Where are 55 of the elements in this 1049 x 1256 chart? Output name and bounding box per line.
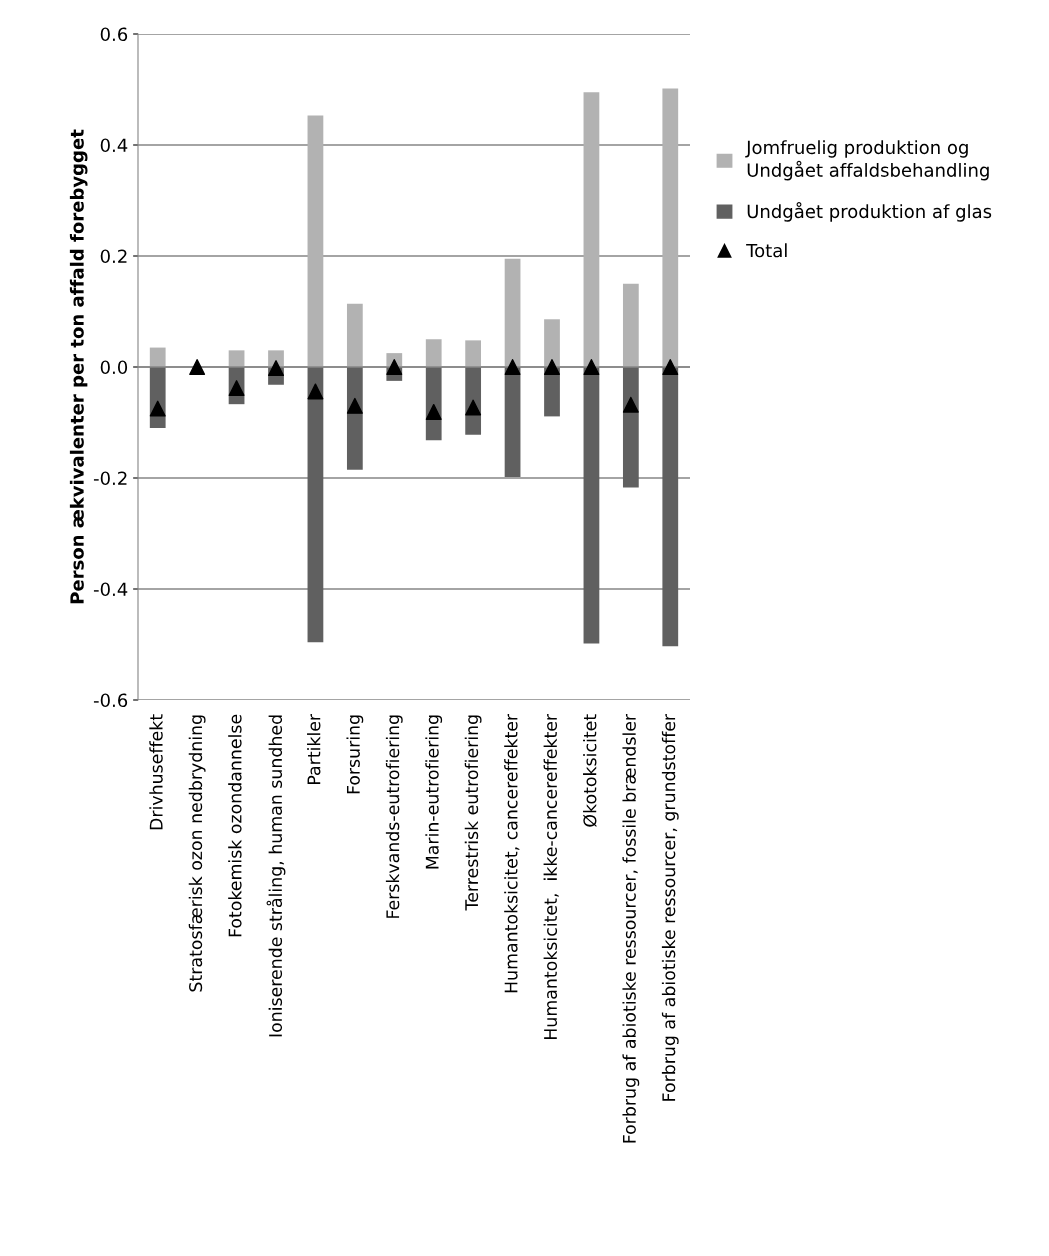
point (268, 360, 284, 377)
x-tick-label: Drivhuseffekt (149, 714, 163, 830)
y-tick-label: 0.6 (100, 27, 128, 42)
legend-label: Jomfruelig produktion og Undgået affaldsbehandling (745, 140, 989, 181)
bar (583, 367, 600, 644)
y-tick-label: -0.4 (93, 582, 128, 597)
point (346, 397, 363, 414)
x-tick-label: Fotokemisk ozondannelse (228, 714, 242, 937)
bar (346, 303, 363, 367)
point (149, 400, 166, 417)
x-tick-label: Humantoksicitet, cancereffekter (504, 713, 520, 993)
point (504, 359, 521, 375)
bar (149, 347, 166, 367)
y-tick-label: 0.0 (100, 360, 128, 375)
x-tick-label: Terrestrisk eutrofiering (464, 715, 482, 911)
point (544, 359, 560, 375)
bar (346, 367, 363, 470)
bar (583, 92, 600, 367)
bar (622, 367, 639, 488)
bar (662, 88, 679, 367)
point (622, 396, 639, 413)
point (386, 359, 403, 375)
x-tick-label: Marin-eutrofiering (425, 715, 443, 869)
bar (307, 115, 324, 367)
bar (504, 258, 521, 367)
y-tick-label: 0.4 (100, 138, 128, 153)
bar (228, 350, 245, 367)
x-tick-label: Ferskvands-eutrofiering (385, 715, 403, 918)
point (307, 383, 324, 400)
point (465, 399, 482, 416)
bar (307, 367, 324, 643)
bar (465, 340, 482, 367)
point (228, 380, 245, 397)
bar (544, 319, 560, 367)
legend-label: Total (746, 243, 787, 258)
point (425, 403, 442, 420)
y-tick-label: -0.6 (93, 693, 128, 708)
x-tick-label: Ioniserende stråling, human sundhed (266, 715, 286, 1037)
bar (662, 367, 679, 647)
bar (425, 339, 442, 367)
x-tick-label: Økotoksicitet (583, 714, 597, 827)
x-tick-label: Partikler (307, 713, 321, 784)
point (189, 359, 206, 375)
y-axis-title: Person ækvivalenter per ton affald forebygget (69, 129, 88, 604)
y-tick-label: -0.2 (93, 471, 127, 486)
point (583, 359, 600, 375)
x-tick-label: Forsuring (346, 715, 364, 794)
bar (622, 283, 639, 367)
x-tick-label: Humantoksicitet, ikke-cancereffekter (543, 713, 559, 1040)
point (662, 359, 679, 375)
x-tick-label: Stratosfærisk ozon nedbrydning (188, 715, 206, 992)
x-tick-label: Forbrug af abiotiske ressourcer, fossile brændsler (622, 713, 640, 1143)
y-tick-label: 0.2 (100, 249, 127, 264)
legend-label: Undgået produktion af glas (747, 202, 992, 222)
x-tick-label: Forbrug af abiotiske ressourcer, grundstoffer (661, 713, 679, 1101)
